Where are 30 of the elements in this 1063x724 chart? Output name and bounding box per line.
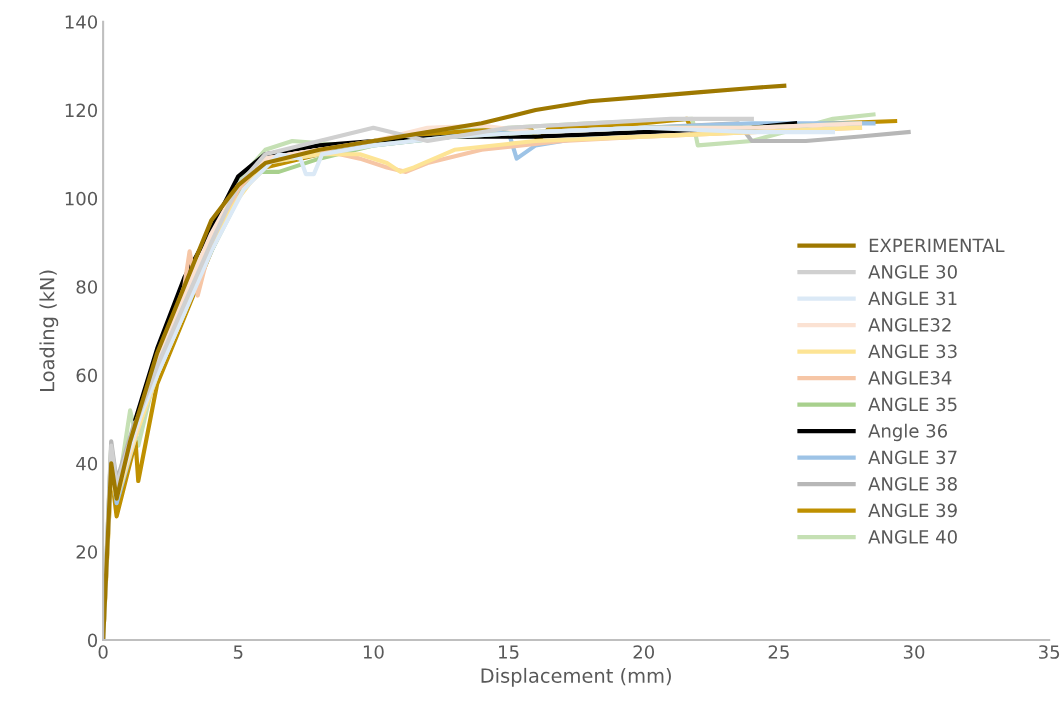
legend-label: ANGLE34 — [868, 371, 952, 385]
y-tick-label: 40 — [76, 456, 98, 471]
x-tick-label: 30 — [903, 645, 925, 659]
x-tick-label: 10 — [363, 645, 384, 659]
y-tick-label: 60 — [76, 368, 98, 383]
y-tick-label: 140 — [65, 15, 98, 29]
legend-label: ANGLE 39 — [868, 503, 957, 518]
legend-label: ANGLE 30 — [868, 265, 957, 279]
x-tick-label: 0 — [98, 645, 108, 659]
y-tick-label: 20 — [76, 545, 98, 559]
legend-label: ANGLE 37 — [868, 450, 957, 465]
legend-label: ANGLE 31 — [868, 291, 957, 306]
legend-label: ANGLE 35 — [868, 397, 957, 412]
y-axis-title: Loading (kN) — [39, 270, 59, 391]
y-tick-label: 0 — [87, 633, 98, 648]
y-tick-label: 80 — [76, 280, 98, 294]
legend-label: ANGLE 33 — [868, 344, 957, 359]
legend-label: ANGLE 40 — [868, 530, 957, 544]
x-tick-label: 20 — [633, 645, 655, 659]
x-tick-label: 5 — [233, 645, 243, 659]
legend-label: Angle 36 — [868, 423, 948, 442]
x-axis-title: Displacement (mm) — [481, 667, 671, 687]
y-tick-label: 100 — [65, 191, 98, 206]
legend-label: EXPERIMENTAL — [869, 238, 1005, 252]
x-tick-label: 25 — [768, 645, 789, 659]
x-tick-label: 35 — [1039, 645, 1060, 659]
x-tick-label: 15 — [499, 645, 519, 659]
y-tick-label: 120 — [65, 103, 98, 118]
legend-label: ANGLE 38 — [868, 477, 957, 491]
legend-label: ANGLE32 — [868, 318, 951, 332]
